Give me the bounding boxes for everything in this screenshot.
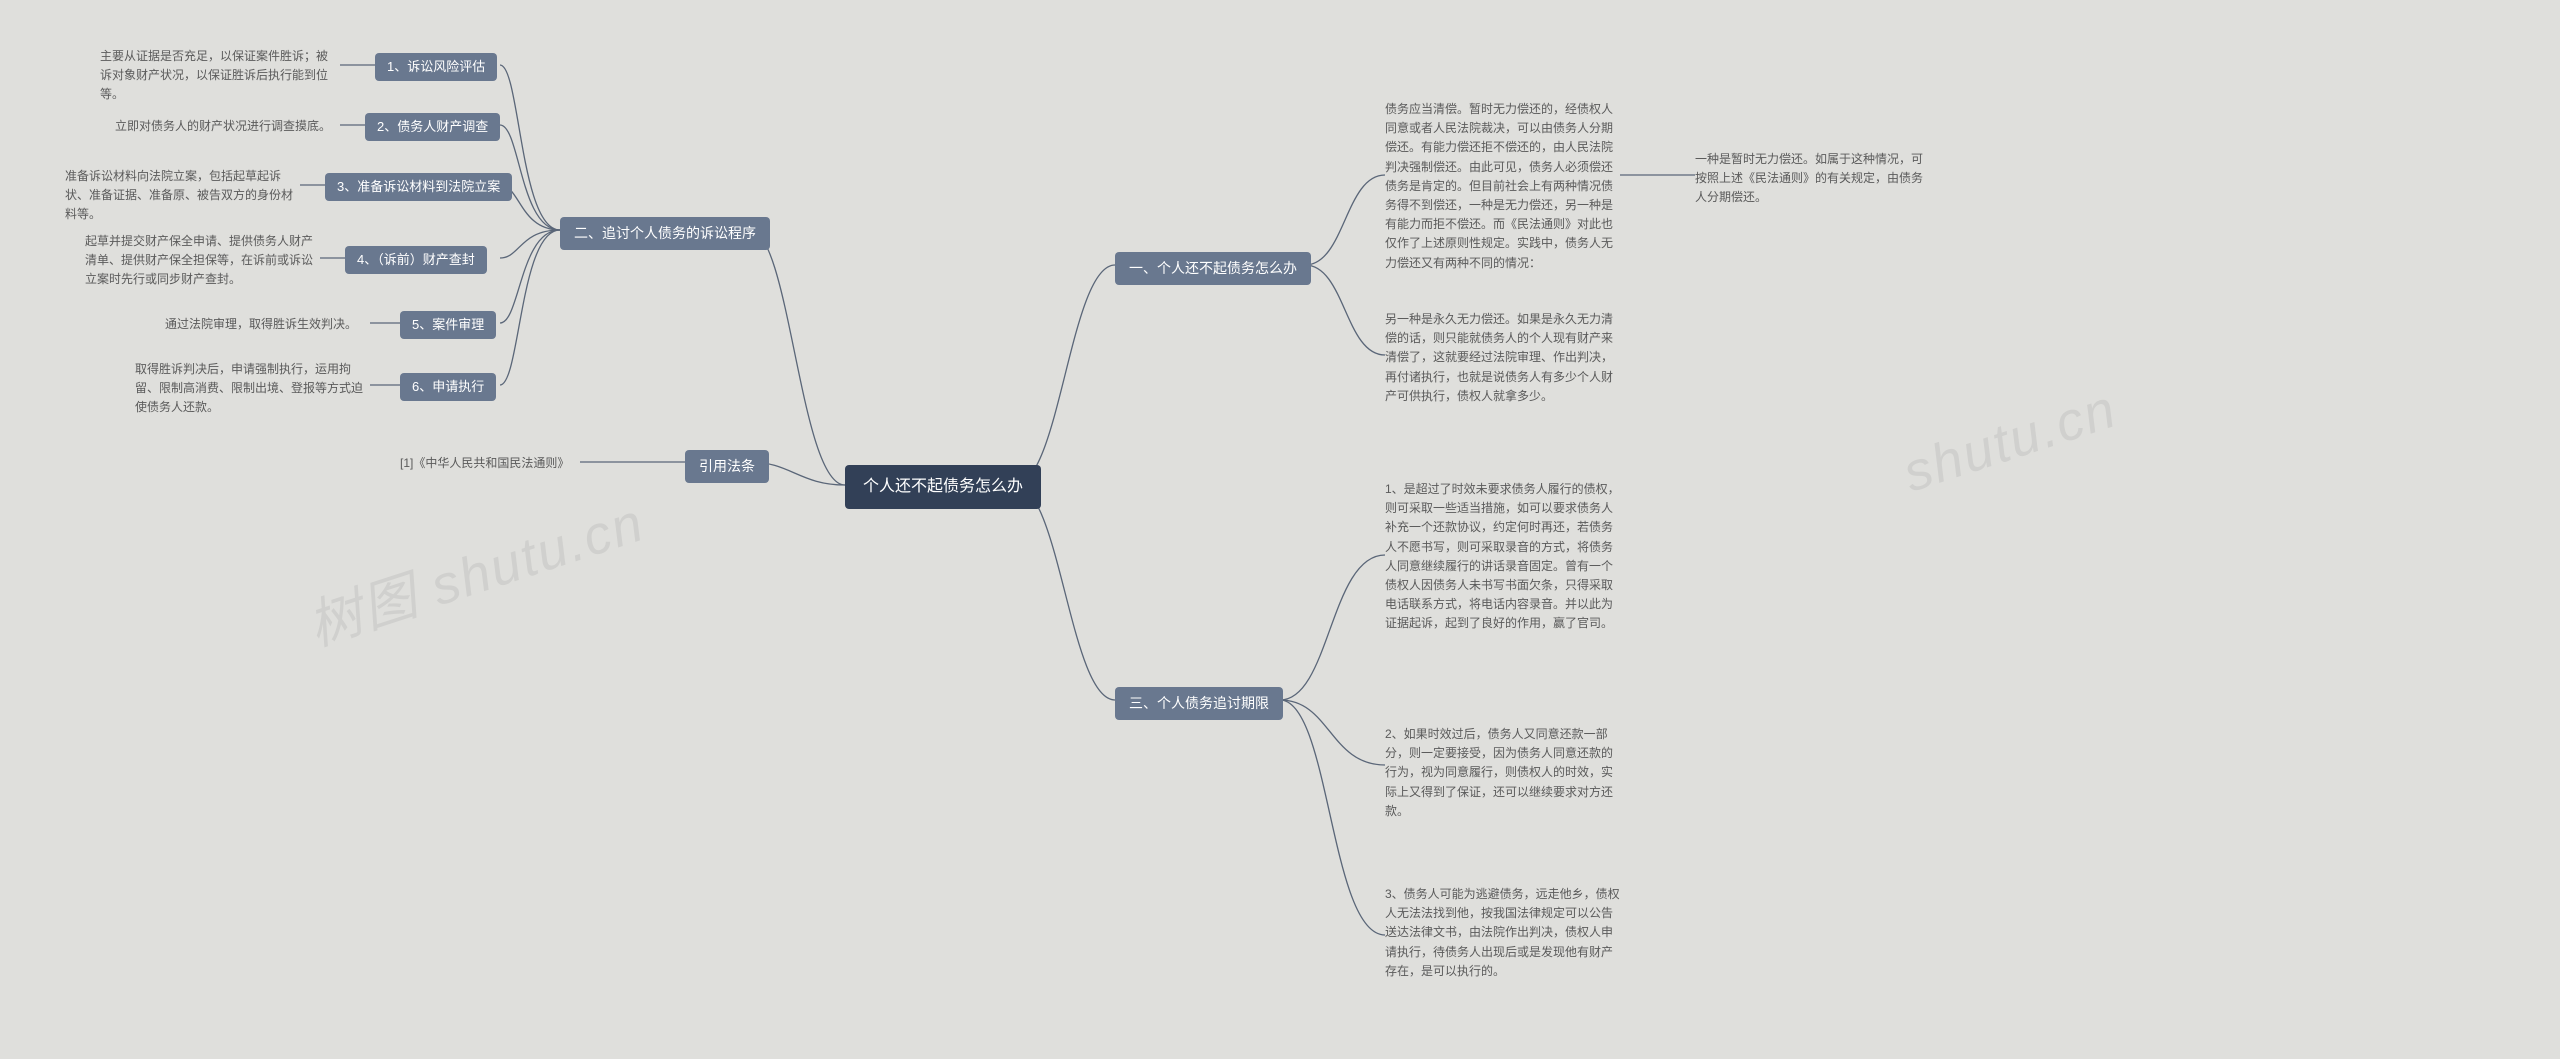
leaf-r1-b: 另一种是永久无力偿还。如果是永久无力清偿的话，则只能就债务人的个人现有财产来清偿…: [1385, 310, 1620, 406]
sub-l1-3: 3、准备诉讼材料到法院立案: [325, 173, 512, 201]
sub-l1-1: 1、诉讼风险评估: [375, 53, 497, 81]
leaf-r1-a-side: 一种是暂时无力偿还。如属于这种情况，可按照上述《民法通则》的有关规定，由债务人分…: [1695, 150, 1930, 208]
leaf-l1-1: 主要从证据是否充足，以保证案件胜诉；被诉对象财产状况，以保证胜诉后执行能到位等。: [100, 47, 330, 105]
sub-l1-2: 2、债务人财产调查: [365, 113, 500, 141]
root-node: 个人还不起债务怎么办: [845, 465, 1041, 509]
leaf-l1-2: 立即对债务人的财产状况进行调查摸底。: [115, 117, 340, 136]
sub-l1-5: 5、案件审理: [400, 311, 496, 339]
branch-l1: 二、追讨个人债务的诉讼程序: [560, 217, 770, 250]
leaf-r1-a: 债务应当清偿。暂时无力偿还的，经债权人同意或者人民法院裁决，可以由债务人分期偿还…: [1385, 100, 1620, 273]
sub-l1-4: 4、（诉前）财产查封: [345, 246, 487, 274]
leaf-r2-a: 1、是超过了时效未要求债务人履行的债权，则可采取一些适当措施，如可以要求债务人补…: [1385, 480, 1620, 634]
sub-l1-6: 6、申请执行: [400, 373, 496, 401]
branch-r1: 一、个人还不起债务怎么办: [1115, 252, 1311, 285]
leaf-l1-6: 取得胜诉判决后，申请强制执行，运用拘留、限制高消费、限制出境、登报等方式迫使债务…: [135, 360, 365, 418]
leaf-l2: [1]《中华人民共和国民法通则》: [400, 454, 580, 473]
watermark-1: 树图 shutu.cn: [296, 478, 652, 661]
watermark-2: shutu.cn: [1896, 378, 2125, 505]
connectors: [0, 0, 2560, 1059]
leaf-l1-5: 通过法院审理，取得胜诉生效判决。: [165, 315, 370, 334]
leaf-r2-b: 2、如果时效过后，债务人又同意还款一部分，则一定要接受，因为债务人同意还款的行为…: [1385, 725, 1620, 821]
branch-l2: 引用法条: [685, 450, 769, 483]
leaf-r2-c: 3、债务人可能为逃避债务，远走他乡，债权人无法法找到他，按我国法律规定可以公告送…: [1385, 885, 1620, 981]
leaf-l1-4: 起草并提交财产保全申请、提供债务人财产清单、提供财产保全担保等，在诉前或诉讼立案…: [85, 232, 315, 290]
branch-r2: 三、个人债务追讨期限: [1115, 687, 1283, 720]
leaf-l1-3: 准备诉讼材料向法院立案，包括起草起诉状、准备证据、准备原、被告双方的身份材料等。: [65, 167, 295, 225]
